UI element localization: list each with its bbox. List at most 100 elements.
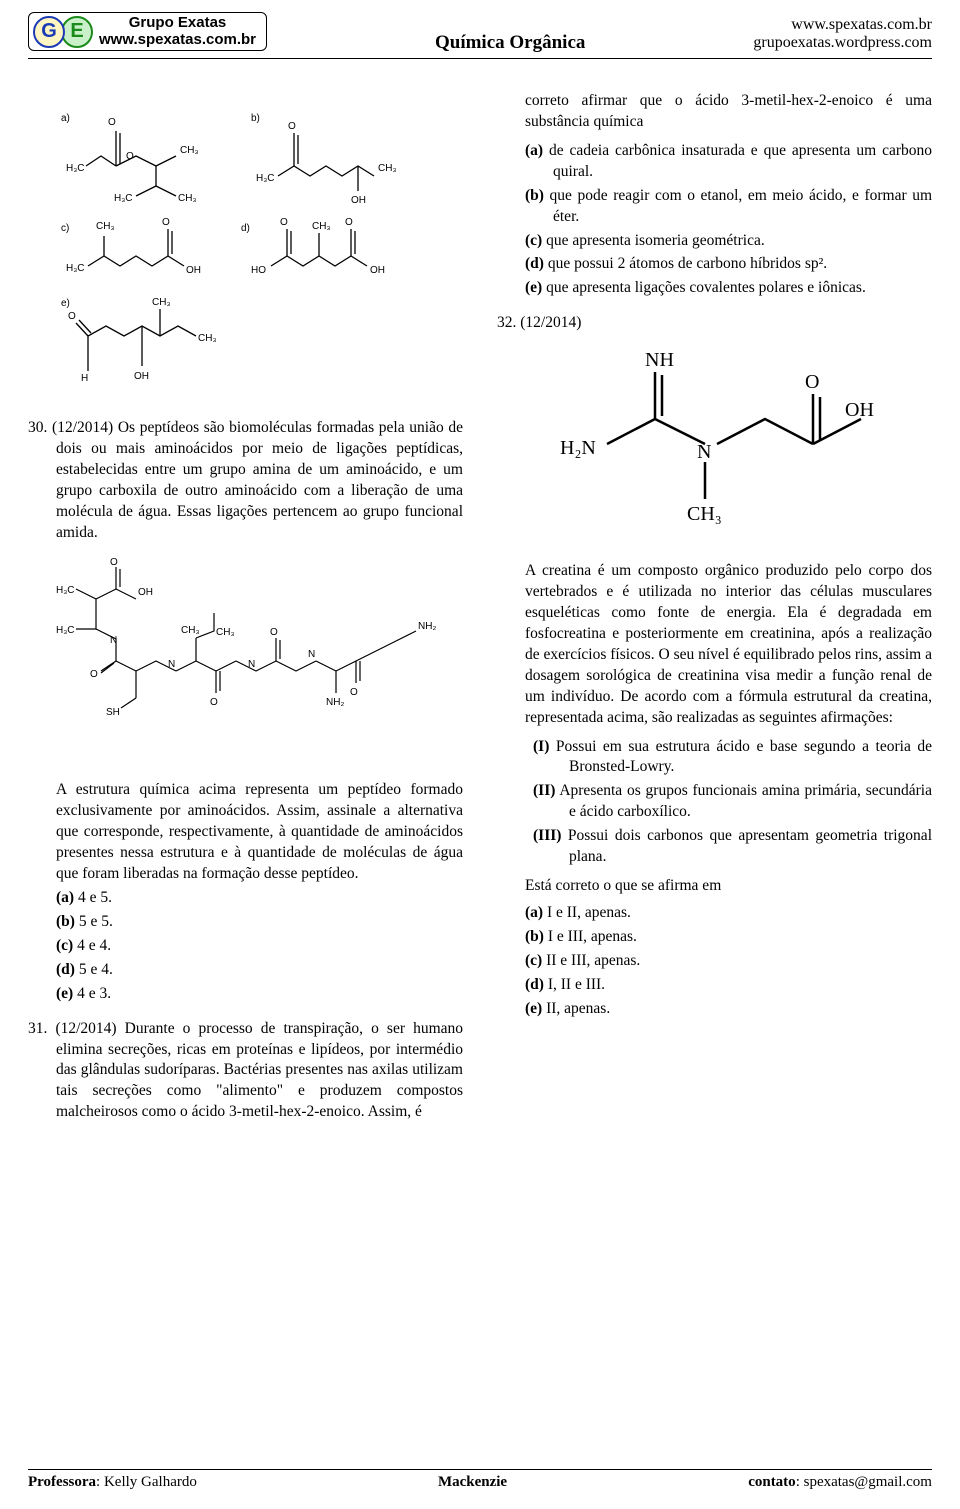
svg-text:H₃C: H₃C xyxy=(114,193,133,204)
left-column: a) H₃C O CH₃ H₃C CH₃ O b) H₃C xyxy=(28,91,463,1137)
nh-label: NH xyxy=(645,349,674,371)
footer-right: contato: spexatas@gmail.com xyxy=(748,1474,932,1491)
svg-text:SH: SH xyxy=(106,707,120,718)
svg-text:OH: OH xyxy=(186,265,201,276)
q32-header: (12/2014) xyxy=(520,314,581,331)
q32-options: (a) I e II, apenas. (b) I e III, apenas.… xyxy=(497,903,932,1020)
url1: www.spexatas.com.br xyxy=(753,16,932,34)
q30-opt-d: (d) 5 e 4. xyxy=(56,960,463,981)
brand-line2: www.spexatas.com.br xyxy=(99,32,256,49)
logo-e-icon: E xyxy=(61,16,93,48)
ch3-label: CH₃ xyxy=(687,503,722,525)
q30-opt-e: (e) 4 e 3. xyxy=(56,984,463,1005)
brand-text: Grupo Exatas www.spexatas.com.br xyxy=(99,15,256,48)
svg-text:O: O xyxy=(270,627,278,638)
page: G E Grupo Exatas www.spexatas.com.br Quí… xyxy=(0,0,960,1509)
svg-text:CH₃: CH₃ xyxy=(198,333,217,344)
question-31-cont: correto afirmar que o ácido 3-metil-hex-… xyxy=(497,91,932,299)
svg-text:CH₃: CH₃ xyxy=(181,625,200,636)
page-header: G E Grupo Exatas www.spexatas.com.br Quí… xyxy=(28,12,932,59)
svg-text:OH: OH xyxy=(351,195,366,206)
q32-III: (III) Possui dois carbonos que apresenta… xyxy=(533,826,932,868)
svg-text:O: O xyxy=(126,151,134,162)
q31-num: 31. xyxy=(28,1020,47,1037)
q32-opt-b: (b) I e III, apenas. xyxy=(525,927,932,948)
svg-text:H₃C: H₃C xyxy=(66,163,85,174)
subject-title: Química Orgânica xyxy=(267,12,753,54)
q30-opt-a: (a) 4 e 5. xyxy=(56,888,463,909)
svg-text:HO: HO xyxy=(251,265,266,276)
page-footer: Professora: Kelly Galhardo Mackenzie con… xyxy=(28,1469,932,1491)
figure-q29-structures: a) H₃C O CH₃ H₃C CH₃ O b) H₃C xyxy=(28,101,463,398)
q31-opt-d: (d) que possui 2 átomos de carbono híbri… xyxy=(525,254,932,275)
question-30: 30. (12/2014) Os peptídeos são biomolécu… xyxy=(28,418,463,1005)
q31-body: (12/2014) Durante o processo de transpir… xyxy=(55,1020,463,1121)
svg-text:O: O xyxy=(162,217,170,228)
svg-text:CH₃: CH₃ xyxy=(152,297,171,308)
svg-text:OH: OH xyxy=(370,265,385,276)
url2: grupoexatas.wordpress.com xyxy=(753,34,932,52)
q31-opt-e: (e) que apresenta ligações covalentes po… xyxy=(525,278,932,299)
q31-opt-b: (b) que pode reagir com o etanol, em mei… xyxy=(525,186,932,228)
svg-text:CH₃: CH₃ xyxy=(180,145,199,156)
q32-opt-c: (c) II e III, apenas. xyxy=(525,951,932,972)
oh-label: OH xyxy=(845,399,874,421)
q32-I: (I) Possui em sua estrutura ácido e base… xyxy=(533,737,932,779)
question-32: 32. (12/2014) H₂N NH N CH₃ xyxy=(497,313,932,1019)
q32-roman: (I) Possui em sua estrutura ácido e base… xyxy=(497,737,932,869)
q32-body: A creatina é um composto orgânico produz… xyxy=(497,561,932,728)
q32-opt-a: (a) I e II, apenas. xyxy=(525,903,932,924)
footer-left: Professora: Kelly Galhardo xyxy=(28,1474,197,1491)
content-columns: a) H₃C O CH₃ H₃C CH₃ O b) H₃C xyxy=(28,91,932,1137)
question-31: 31. (12/2014) Durante o processo de tran… xyxy=(28,1019,463,1124)
svg-text:CH₃: CH₃ xyxy=(312,221,331,232)
q30-opt-b: (b) 5 e 5. xyxy=(56,912,463,933)
q32-prompt: Está correto o que se afirma em xyxy=(497,876,932,897)
q32-opt-e: (e) II, apenas. xyxy=(525,999,932,1020)
svg-text:NH₂: NH₂ xyxy=(418,621,436,632)
label-b: b) xyxy=(251,113,260,124)
svg-text:CH₃: CH₃ xyxy=(96,221,115,232)
svg-text:OH: OH xyxy=(138,587,153,598)
svg-text:O: O xyxy=(90,669,98,680)
h2n-label: H₂N xyxy=(560,437,596,459)
svg-text:O: O xyxy=(350,687,358,698)
svg-text:CH₃: CH₃ xyxy=(216,627,235,638)
q31-opt-a: (a) de cadeia carbônica insaturada e que… xyxy=(525,141,932,183)
svg-text:CH₃: CH₃ xyxy=(178,193,197,204)
q31-text: 31. (12/2014) Durante o processo de tran… xyxy=(28,1019,463,1124)
svg-text:N: N xyxy=(248,659,255,670)
q30-options: (a) 4 e 5. (b) 5 e 5. (c) 4 e 4. (d) 5 e… xyxy=(28,888,463,1005)
svg-text:O: O xyxy=(288,121,296,132)
brand-line1: Grupo Exatas xyxy=(99,15,256,32)
right-column: correto afirmar que o ácido 3-metil-hex-… xyxy=(497,91,932,1137)
label-d: d) xyxy=(241,223,250,234)
svg-text:N: N xyxy=(308,649,315,660)
q30-text2: A estrutura química acima representa um … xyxy=(28,780,463,885)
figure-q32-creatine: H₂N NH N CH₃ O OH xyxy=(497,344,932,541)
svg-text:CH₃: CH₃ xyxy=(378,163,397,174)
n-label: N xyxy=(697,441,711,463)
label-e: e) xyxy=(61,298,70,309)
svg-text:O: O xyxy=(280,217,288,228)
q30-header: (12/2014) Os peptídeos são biomoléculas … xyxy=(52,419,463,541)
brand-box: G E Grupo Exatas www.spexatas.com.br xyxy=(28,12,267,51)
q30-text1: 30. (12/2014) Os peptídeos são biomolécu… xyxy=(28,418,463,544)
svg-text:O: O xyxy=(210,697,218,708)
svg-text:O: O xyxy=(68,311,76,322)
footer-center: Mackenzie xyxy=(438,1474,507,1491)
svg-text:H₃C: H₃C xyxy=(56,625,75,636)
q30-num: 30. xyxy=(28,419,47,436)
svg-text:H₃C: H₃C xyxy=(66,263,85,274)
o-dbl-label: O xyxy=(805,371,819,393)
label-c: c) xyxy=(61,223,69,234)
svg-text:O: O xyxy=(110,557,118,568)
q32-head: 32. (12/2014) xyxy=(497,313,932,334)
header-urls: www.spexatas.com.br grupoexatas.wordpres… xyxy=(753,12,932,52)
svg-text:OH: OH xyxy=(134,371,149,382)
svg-text:H₃C: H₃C xyxy=(56,585,75,596)
svg-text:H₃C: H₃C xyxy=(256,173,275,184)
logo-g-icon: G xyxy=(33,16,65,48)
q31-cont-text: correto afirmar que o ácido 3-metil-hex-… xyxy=(497,91,932,133)
svg-text:N: N xyxy=(110,635,117,646)
